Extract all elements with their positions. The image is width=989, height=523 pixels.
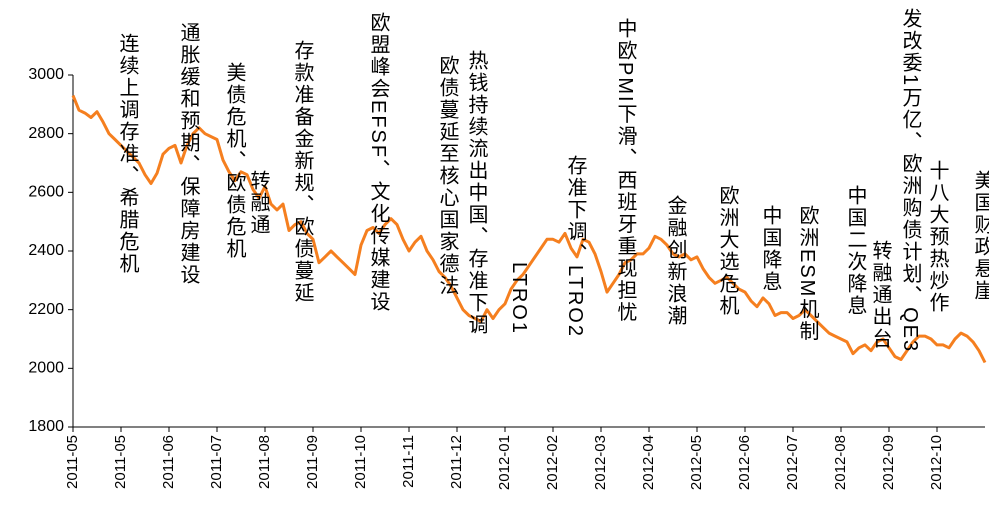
x-tick-label: 2011-10 [352,435,369,489]
x-tick-label: 2011-11 [400,435,417,488]
x-tick-label: 2011-05 [112,435,129,489]
x-tick-label: 2012-04 [640,435,657,490]
annotation: 中国二次降息 [844,185,867,317]
y-tick-label: 2200 [28,301,64,318]
annotation: 美债危机、欧债危机 [223,62,246,260]
x-tick-label: 2011-07 [208,435,225,489]
x-tick-label: 2011-09 [304,435,321,489]
x-tick-label: 2011-12 [448,435,465,489]
annotation: 十八大预热炒作 [926,160,949,314]
annotation: 连续上调存准、希腊危机 [116,33,139,275]
x-tick-label: 2011-05 [64,435,81,489]
x-tick-label: 2012-10 [928,435,945,490]
x-tick-label: 2012-05 [688,435,705,490]
annotation: 欧洲大选危机 [716,185,739,317]
annotation: 热钱持续流出中国、存准下调 [465,50,488,336]
y-tick-label: 2800 [28,125,64,142]
y-tick-label: 2400 [28,242,64,259]
x-tick-label: 2011-06 [160,435,177,489]
x-tick-label: 2012-09 [880,435,897,490]
annotation: 欧债蔓延至核心国家德法 [436,55,459,297]
annotation: 欧盟峰会EFSF、文化传媒建设 [367,12,390,314]
x-tick-label: 2012-07 [784,435,801,490]
annotation: 存准下调、LTRO2 [564,155,587,338]
annotation: 发改委1万亿、欧洲购债计划、QE3 [899,8,922,354]
y-tick-label: 3000 [28,66,64,83]
annotation: 中国降息 [759,205,782,293]
y-tick-label: 2600 [28,184,64,201]
annotation: 转融通 [247,170,270,236]
annotation: 转融通出台 [869,240,892,350]
x-tick-label: 2012-03 [592,435,609,490]
y-tick-label: 2000 [28,360,64,377]
x-tick-label: 2012-01 [496,435,513,490]
price-line [71,94,987,364]
x-tick-label: 2012-08 [832,435,849,490]
annotation: 欧洲ESM机制 [796,205,819,343]
annotation: 中欧PMI下滑、西班牙重现担忧 [614,18,637,324]
annotation: LTRO1 [508,262,530,335]
y-tick-label: 1800 [28,418,64,435]
annotation: 通胀缓和预期、保障房建设 [177,22,200,286]
annotation: 存款准备金新规、欧债蔓延 [291,40,314,304]
x-tick-label: 2012-02 [544,435,561,490]
x-tick-label: 2012-06 [736,435,753,490]
annotation: 金融创新浪潮 [664,195,687,327]
x-tick-label: 2011-08 [256,435,273,489]
annotation: 美国财政悬崖 [971,170,989,302]
